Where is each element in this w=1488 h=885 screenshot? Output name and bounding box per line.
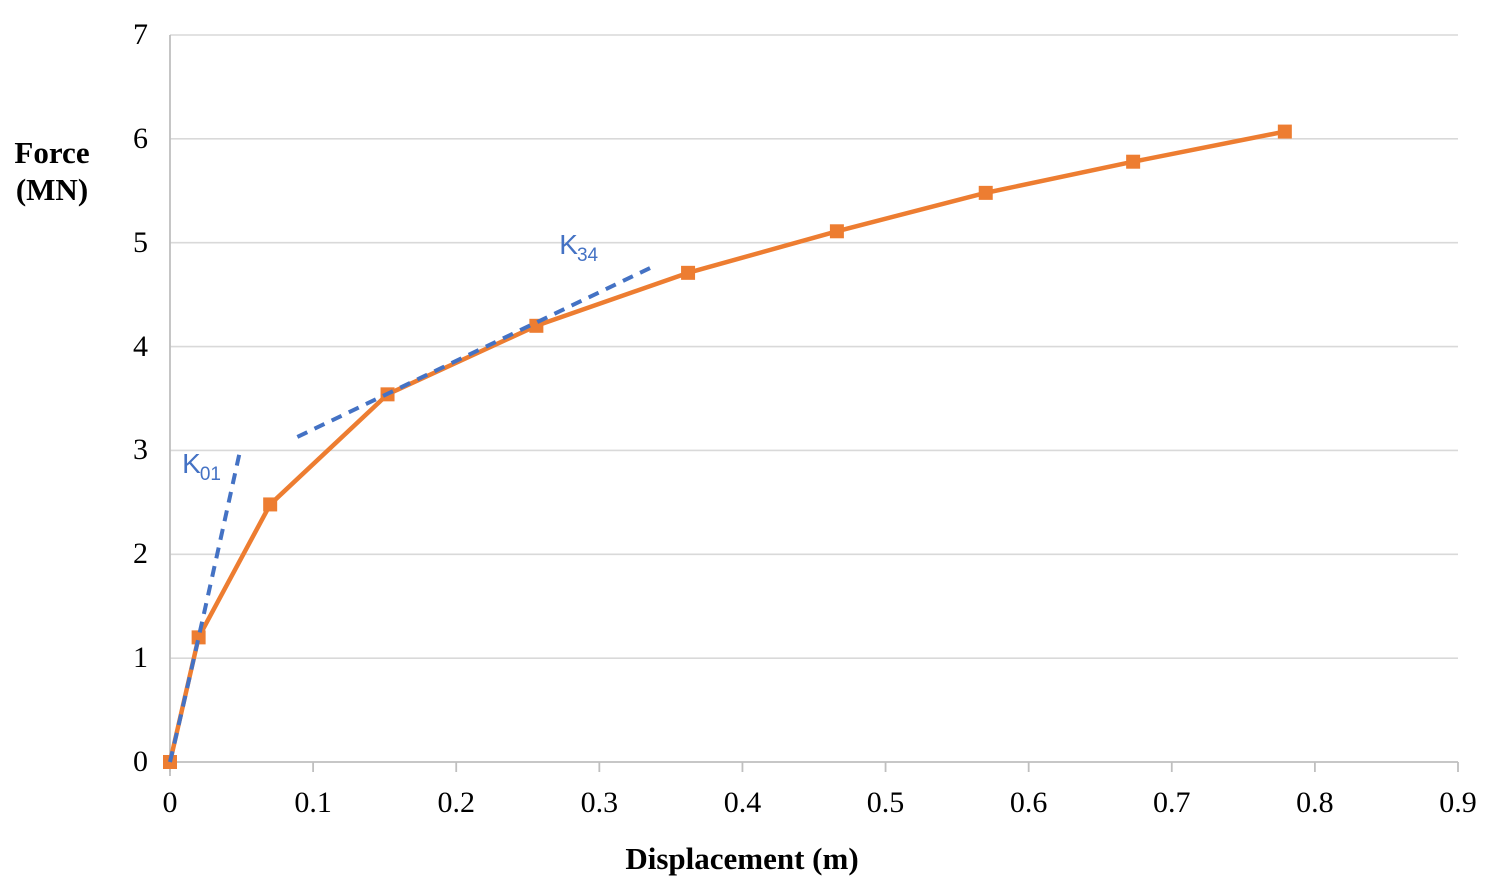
y-axis-title-line2: (MN) bbox=[15, 172, 89, 207]
annotation-label-k34: K34 bbox=[559, 228, 599, 265]
gridlines bbox=[170, 34, 1458, 659]
x-tick-label: 0.4 bbox=[723, 786, 762, 819]
y-tick-label: 0 bbox=[133, 745, 148, 778]
annotation-label-k01: K01 bbox=[182, 447, 222, 484]
axis-lines bbox=[169, 35, 1459, 776]
x-tick-label: 0 bbox=[162, 786, 178, 819]
x-tick-label: 0.6 bbox=[1009, 786, 1048, 819]
y-tick-label: 6 bbox=[133, 121, 148, 155]
annotation-lines bbox=[168, 263, 657, 763]
y-axis-title: Force (MN) bbox=[4, 134, 100, 208]
annotation-label-k34-subscript: 34 bbox=[576, 244, 599, 266]
annotation-label-k34-base: K bbox=[559, 228, 578, 260]
y-tick-label: 3 bbox=[133, 433, 148, 467]
annotation-label-k01-subscript: 01 bbox=[199, 463, 221, 485]
x-tick-label: 0.5 bbox=[866, 786, 905, 819]
x-tick-label: 0.9 bbox=[1439, 786, 1477, 819]
x-tick-label: 0.7 bbox=[1153, 786, 1191, 819]
y-axis-title-line1: Force bbox=[14, 135, 90, 170]
y-tick-label: 7 bbox=[133, 18, 148, 51]
x-axis-title: Displacement (m) bbox=[625, 841, 859, 876]
y-tick-label: 5 bbox=[133, 225, 148, 259]
y-tick-label: 2 bbox=[133, 537, 148, 571]
x-tick-label: 0.3 bbox=[580, 786, 619, 819]
x-tick-label: 0.2 bbox=[437, 786, 475, 819]
x-tick-label: 0.1 bbox=[294, 786, 332, 819]
y-tick-label: 1 bbox=[133, 641, 148, 675]
annotation-label-k01-base: K bbox=[182, 447, 201, 479]
y-tick-label: 4 bbox=[133, 329, 148, 363]
data-series bbox=[163, 124, 1292, 769]
x-tick-label: 0.8 bbox=[1296, 786, 1334, 819]
